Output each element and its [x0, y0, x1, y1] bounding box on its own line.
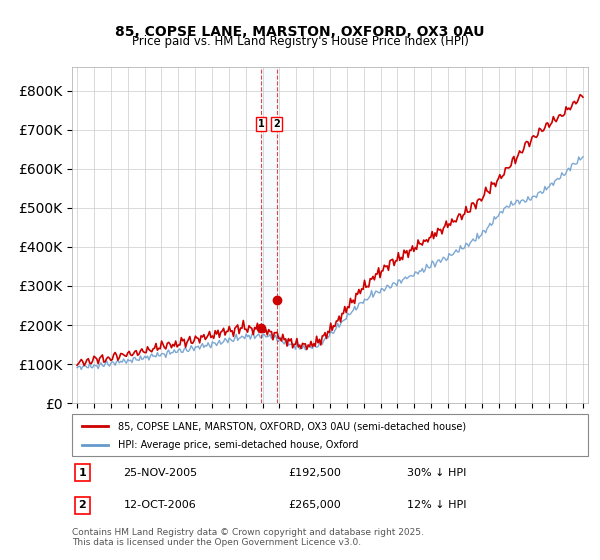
Text: Contains HM Land Registry data © Crown copyright and database right 2025.
This d: Contains HM Land Registry data © Crown c…	[72, 528, 424, 547]
Text: 30% ↓ HPI: 30% ↓ HPI	[407, 468, 467, 478]
Text: 85, COPSE LANE, MARSTON, OXFORD, OX3 0AU (semi-detached house): 85, COPSE LANE, MARSTON, OXFORD, OX3 0AU…	[118, 421, 467, 431]
FancyBboxPatch shape	[72, 414, 588, 456]
Text: 12-OCT-2006: 12-OCT-2006	[124, 501, 196, 510]
Text: £265,000: £265,000	[289, 501, 341, 510]
Text: 1: 1	[79, 468, 86, 478]
Text: 2: 2	[273, 119, 280, 129]
Text: Price paid vs. HM Land Registry's House Price Index (HPI): Price paid vs. HM Land Registry's House …	[131, 35, 469, 48]
Text: HPI: Average price, semi-detached house, Oxford: HPI: Average price, semi-detached house,…	[118, 440, 359, 450]
Text: 25-NOV-2005: 25-NOV-2005	[124, 468, 198, 478]
Text: 2: 2	[79, 501, 86, 510]
Text: 1: 1	[258, 119, 265, 129]
Text: £192,500: £192,500	[289, 468, 341, 478]
Bar	[261, 67, 277, 403]
Text: 85, COPSE LANE, MARSTON, OXFORD, OX3 0AU: 85, COPSE LANE, MARSTON, OXFORD, OX3 0AU	[115, 25, 485, 39]
Text: 12% ↓ HPI: 12% ↓ HPI	[407, 501, 467, 510]
